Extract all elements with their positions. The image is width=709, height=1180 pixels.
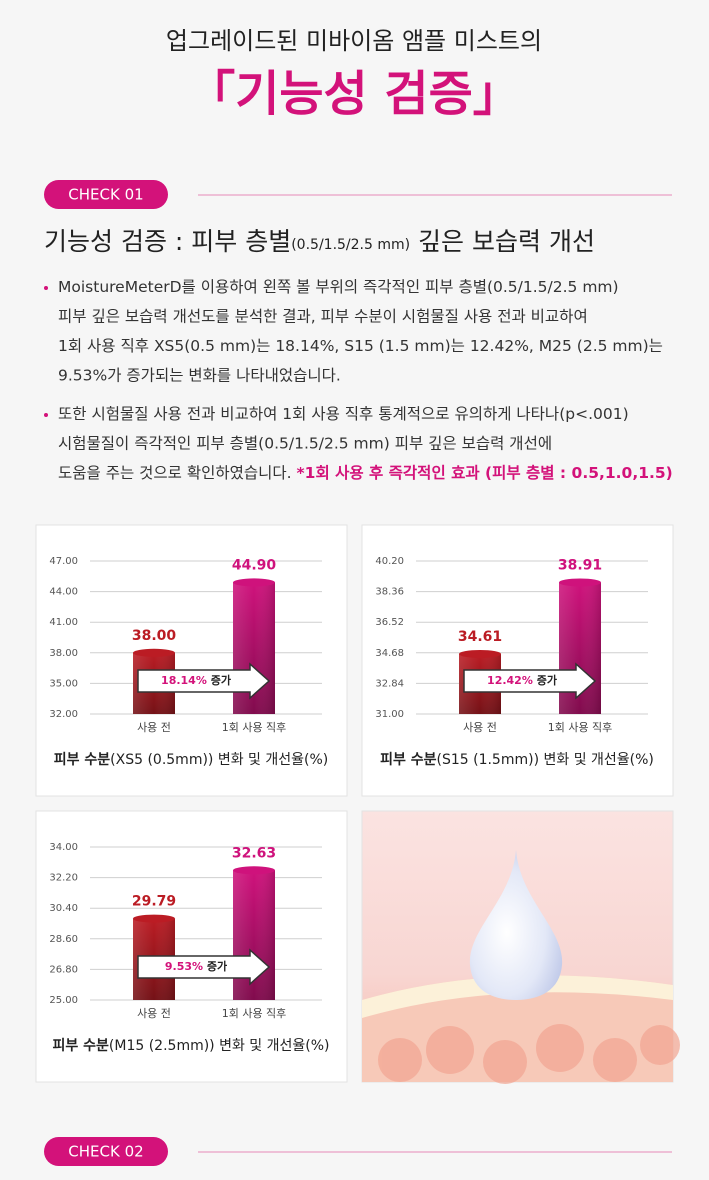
y-tick-label: 31.00 [375, 709, 404, 720]
bullet-line: 9.53%가 증가되는 변화를 나타내었습니다. [58, 366, 341, 384]
chart-title-bold: 피부 수분 [53, 1038, 110, 1054]
arrow-label: 18.14% 증가 [161, 673, 231, 687]
bullet-dot [44, 413, 48, 417]
y-tick-label: 35.00 [49, 678, 78, 689]
skin-cells [378, 1024, 680, 1084]
arrow [137, 948, 271, 986]
bullet-line: 시험물질이 즉각적인 피부 층별(0.5/1.5/2.5 mm) 피부 깊은 보… [58, 434, 552, 452]
bullet-line: 1회 사용 직후 XS5(0.5 mm)는 18.14%, S15 (1.5 m… [58, 337, 663, 355]
bullet-dot [44, 286, 48, 290]
arrow-text: 증가 [203, 959, 227, 973]
bar-cap [459, 649, 501, 658]
y-tick-label: 40.20 [375, 556, 404, 567]
section-heading: 기능성 검증 : 피부 층별(0.5/1.5/2.5 mm) 깊은 보습력 개선 [44, 227, 595, 256]
value-label: 29.79 [132, 894, 176, 910]
bullet-text: 피부 깊은 보습력 개선도를 분석한 결과, 피부 수분이 시험물질 사용 전과… [58, 307, 588, 325]
bullet-text: 도움을 주는 것으로 확인하였습니다. [58, 464, 297, 482]
charts: 32.00 35.00 38.00 41.00 44.00 47.00 38.00 사용 전 4… [35, 524, 674, 1083]
x-tick-label: 사용 전 [137, 721, 171, 734]
header-subtitle: 업그레이드된 미바이옴 앰플 미스트의 [166, 27, 542, 55]
y-tick-label: 38.36 [375, 587, 404, 598]
y-tick-label: 32.84 [375, 678, 404, 689]
bullet-text: 9.53%가 증가되는 변화를 나타내었습니다. [58, 366, 341, 384]
bullet-text: 시험물질이 즉각적인 피부 층별(0.5/1.5/2.5 mm) 피부 깊은 보… [58, 434, 552, 452]
chart-title-bold: 피부 수분 [54, 752, 111, 768]
bullet-line: MoistureMeterD를 이용하여 왼쪽 볼 부위의 즉각적인 피부 층별… [58, 278, 619, 296]
chart-title-bold: 피부 수분 [380, 752, 437, 768]
badge-text: CHECK 02 [68, 1143, 143, 1161]
y-tick-label: 32.00 [49, 709, 78, 720]
y-tick-label: 47.00 [49, 556, 78, 567]
arrow [137, 662, 271, 700]
y-tick-label: 34.68 [375, 648, 404, 659]
arrow-highlight: 18.14% [161, 674, 207, 687]
badge [44, 180, 168, 209]
arrow-text: 증가 [207, 673, 231, 687]
arrow-label: 12.42% 증가 [487, 673, 557, 687]
moisture-layer [362, 975, 673, 1018]
bullet-text: 1회 사용 직후 XS5(0.5 mm)는 18.14%, S15 (1.5 m… [58, 337, 663, 355]
panel-bg [35, 524, 348, 797]
chart-title: 피부 수분(S15 (1.5mm)) 변화 및 개선율(%) [380, 752, 654, 768]
header-title: 「기능성 검증」 [187, 66, 521, 122]
bar-cap [233, 866, 275, 875]
y-tick-label: 36.52 [375, 617, 404, 628]
value-label: 38.91 [558, 557, 602, 573]
y-tick-label: 26.80 [49, 964, 78, 975]
value-label: 44.90 [232, 557, 277, 573]
x-tick-label: 사용 전 [137, 1007, 171, 1020]
chart-title-rest: (XS5 (0.5mm)) 변화 및 개선율(%) [110, 752, 328, 768]
x-tick-label: 1회 사용 직후 [222, 721, 287, 734]
chart-panel: 31.00 32.84 34.68 36.52 38.36 40.20 34.61 사용 전 3… [361, 524, 674, 797]
water-drop [469, 850, 563, 1000]
bullet-line: 피부 깊은 보습력 개선도를 분석한 결과, 피부 수분이 시험물질 사용 전과… [58, 307, 588, 325]
value-label: 38.00 [132, 628, 177, 644]
y-tick-label: 30.40 [49, 903, 78, 914]
bar-cap [559, 578, 601, 587]
arrow-label: 9.53% 증가 [165, 959, 227, 973]
y-tick-label: 28.60 [49, 934, 78, 945]
y-tick-label: 34.00 [49, 842, 78, 853]
chart-title: 피부 수분(XS5 (0.5mm)) 변화 및 개선율(%) [54, 752, 329, 768]
x-tick-label: 1회 사용 직후 [548, 721, 613, 734]
x-tick-label: 1회 사용 직후 [222, 1007, 287, 1020]
y-tick-label: 44.00 [49, 587, 78, 598]
bar-cap [133, 648, 175, 657]
badge-text: CHECK 01 [68, 186, 143, 204]
arrow-text: 증가 [533, 673, 557, 687]
bullet-text: 또한 시험물질 사용 전과 비교하여 1회 사용 직후 통계적으로 유의하게 나… [58, 405, 629, 423]
badge [44, 1137, 168, 1166]
bullet-line: 또한 시험물질 사용 전과 비교하여 1회 사용 직후 통계적으로 유의하게 나… [58, 405, 629, 423]
x-tick-label: 사용 전 [463, 721, 497, 734]
panel-bg [361, 524, 674, 797]
chart-title: 피부 수분(M15 (2.5mm)) 변화 및 개선율(%) [53, 1038, 330, 1054]
chart-title-rest: (M15 (2.5mm)) 변화 및 개선율(%) [109, 1038, 330, 1054]
arrow-highlight: 12.42% [487, 674, 533, 687]
bullet-emphasis: *1회 사용 후 즉각적인 효과 (피부 층별 : 0.5,1.0,1.5) [297, 463, 673, 482]
chart-title-rest: (S15 (1.5mm)) 변화 및 개선율(%) [437, 752, 654, 768]
heading-main: 기능성 검증 : 피부 층별 [44, 227, 291, 256]
bullet-list: MoistureMeterD를 이용하여 왼쪽 볼 부위의 즉각적인 피부 층별… [44, 278, 673, 482]
image-panel [361, 810, 680, 1084]
heading-small: (0.5/1.5/2.5 mm) [291, 237, 410, 253]
bar-cap [133, 914, 175, 923]
value-label: 32.63 [232, 845, 276, 861]
y-tick-label: 25.00 [49, 995, 78, 1006]
y-tick-label: 32.20 [49, 873, 78, 884]
value-label: 34.61 [458, 629, 502, 645]
bullet-text: MoistureMeterD를 이용하여 왼쪽 볼 부위의 즉각적인 피부 층별… [58, 278, 619, 296]
y-tick-label: 41.00 [49, 617, 78, 628]
chart-panel: 32.00 35.00 38.00 41.00 44.00 47.00 38.00 사용 전 4… [35, 524, 348, 797]
arrow [463, 662, 597, 700]
panel-bg [35, 810, 348, 1083]
heading-tail: 깊은 보습력 개선 [410, 227, 595, 256]
bar-cap [233, 578, 275, 587]
y-tick-label: 38.00 [49, 648, 78, 659]
chart-panel: 25.00 26.80 28.60 30.40 32.20 34.00 29.79 사용 전 3… [35, 810, 348, 1083]
arrow-highlight: 9.53% [165, 960, 203, 973]
bullet-line: 도움을 주는 것으로 확인하였습니다. *1회 사용 후 즉각적인 효과 (피부… [58, 463, 673, 482]
